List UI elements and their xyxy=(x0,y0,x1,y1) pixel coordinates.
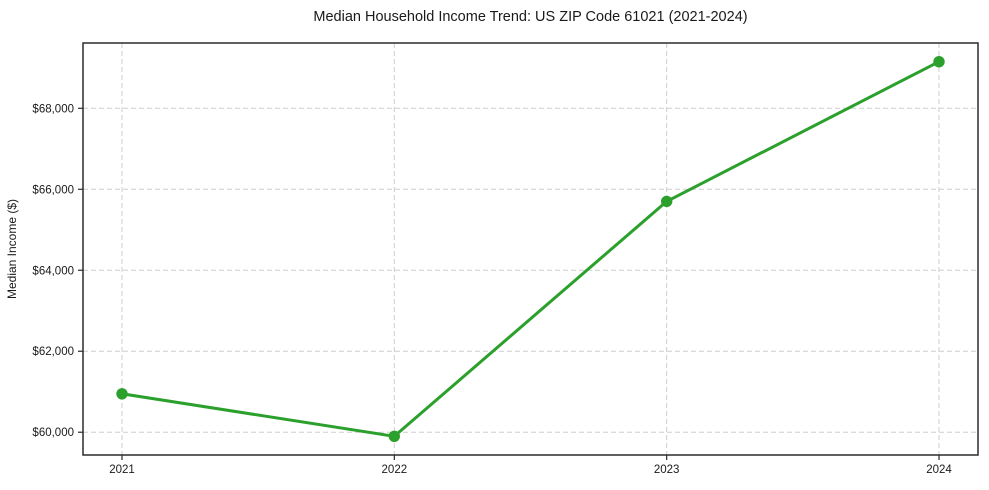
grid-layer xyxy=(83,43,978,455)
y-tick-label-60000: $60,000 xyxy=(32,427,74,439)
y-tick-label-68000: $68,000 xyxy=(32,103,74,115)
x-tick-label-2023: 2023 xyxy=(654,464,680,476)
data-point-2024 xyxy=(933,56,945,68)
y-tick-label-66000: $66,000 xyxy=(32,184,74,196)
data-point-2023 xyxy=(661,195,673,208)
axes-layer: 2021 2022 2023 2024 $60,000 $62,000 $64,000 $66… xyxy=(32,42,979,476)
chart-title: Median Household Income Trend: US ZIP Co… xyxy=(313,9,747,25)
data-point-2022 xyxy=(388,430,400,442)
y-tick-label-62000: $62,000 xyxy=(32,346,74,358)
y-tick-label-64000: $64,000 xyxy=(32,265,74,277)
y-axis-label: Median Income ($) xyxy=(5,199,19,299)
series-layer xyxy=(116,56,945,442)
x-tick-label-2024: 2024 xyxy=(926,464,952,476)
series-line-median-household-income xyxy=(120,60,941,438)
x-tick-label-2022: 2022 xyxy=(382,464,408,476)
x-tick-label-2021: 2021 xyxy=(109,464,135,476)
plot-border xyxy=(82,42,979,456)
data-point-2021 xyxy=(116,388,128,400)
